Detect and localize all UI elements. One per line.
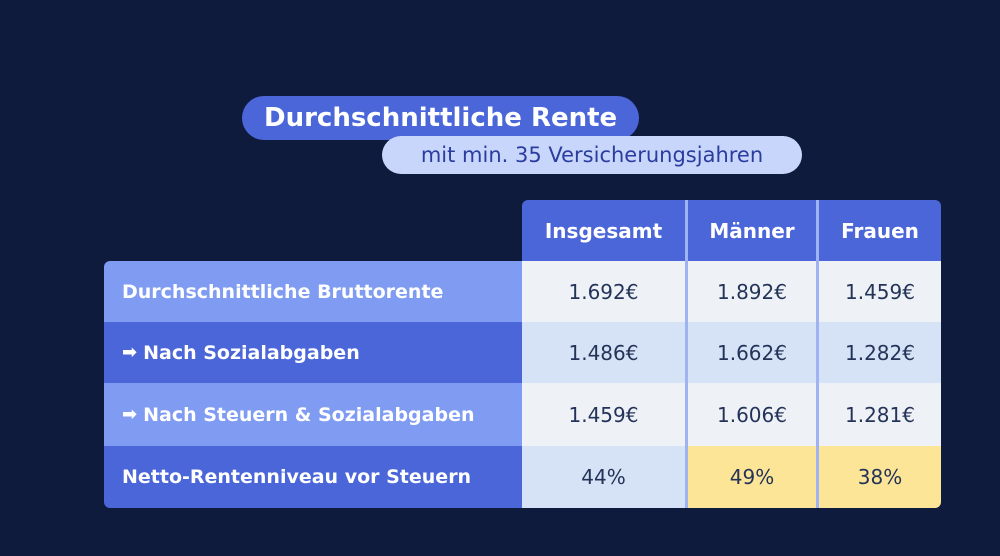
table-cell: 1.892€ — [688, 261, 816, 322]
table-cell: 1.486€ — [522, 322, 685, 383]
column-header-total: Insgesamt — [522, 200, 685, 261]
table-cell: 1.282€ — [819, 322, 941, 383]
table-cell: 1.459€ — [819, 261, 941, 322]
table-cell-highlight: 49% — [688, 446, 816, 508]
table-cell: 1.281€ — [819, 383, 941, 446]
row-label-after-taxes-and-contributions: ➡ Nach Steuern & Sozialabgaben — [104, 383, 522, 446]
table-cell: 44% — [522, 446, 685, 508]
arrow-right-icon: ➡ — [122, 342, 138, 363]
row-label-text: Nach Sozialabgaben — [143, 341, 360, 364]
table-cell: 1.459€ — [522, 383, 685, 446]
row-label-after-social-contributions: ➡ Nach Sozialabgaben — [104, 322, 522, 383]
column-separator — [685, 200, 688, 508]
table-cell: 1.606€ — [688, 383, 816, 446]
subtitle-pill: mit min. 35 Versicherungsjahren — [382, 136, 802, 174]
column-separator — [816, 200, 819, 508]
row-label-gross-pension: Durchschnittliche Bruttorente — [104, 261, 522, 322]
title-pill: Durchschnittliche Rente — [242, 96, 640, 140]
table-cell-highlight: 38% — [819, 446, 941, 508]
column-header-women: Frauen — [819, 200, 941, 261]
column-header-men: Männer — [688, 200, 816, 261]
table-cell: 1.692€ — [522, 261, 685, 322]
row-label-net-pension-level: Netto-Rentenniveau vor Steuern — [104, 446, 522, 508]
arrow-right-icon: ➡ — [122, 404, 138, 425]
row-label-text: Nach Steuern & Sozialabgaben — [143, 403, 475, 426]
table-cell: 1.662€ — [688, 322, 816, 383]
